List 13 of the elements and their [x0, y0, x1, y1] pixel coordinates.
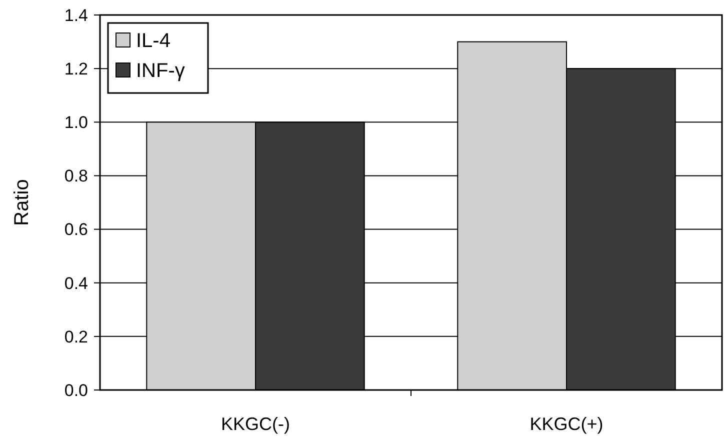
x-tick-label: KKGC(-) — [221, 414, 290, 434]
y-tick-label: 1.0 — [64, 113, 88, 132]
y-axis-title: Ratio — [11, 179, 33, 226]
x-tick-label: KKGC(+) — [530, 414, 604, 434]
y-tick-label: 1.2 — [64, 60, 88, 79]
y-tick-label: 0.6 — [64, 220, 88, 240]
y-tick-label: 0.2 — [64, 327, 88, 346]
legend-label: INF-γ — [136, 60, 185, 82]
y-tick-label: 0.0 — [64, 380, 88, 400]
y-tick-label: 0.4 — [64, 274, 88, 293]
legend-label: IL-4 — [136, 30, 170, 52]
y-tick-label: 0.8 — [64, 166, 88, 186]
y-tick-label: 1.4 — [64, 6, 88, 25]
